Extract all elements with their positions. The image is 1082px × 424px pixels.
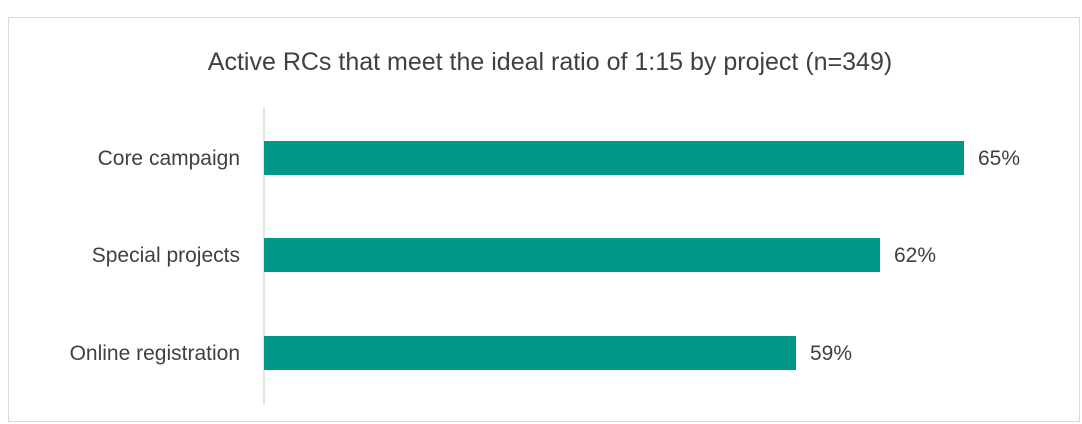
category-label: Online registration (70, 342, 240, 365)
category-label: Core campaign (98, 147, 240, 170)
value-label: 62% (894, 244, 936, 267)
bar-special-projects (264, 238, 880, 272)
bar-core-campaign (264, 141, 964, 175)
value-label: 65% (978, 147, 1020, 170)
category-label: Special projects (92, 244, 240, 267)
bar-online-registration (264, 336, 796, 370)
bars-group: Core campaign 65% Special projects 62% Onlin… (70, 141, 1020, 370)
chart-title: Active RCs that meet the ideal ratio of … (208, 48, 892, 76)
value-label: 59% (810, 342, 852, 365)
